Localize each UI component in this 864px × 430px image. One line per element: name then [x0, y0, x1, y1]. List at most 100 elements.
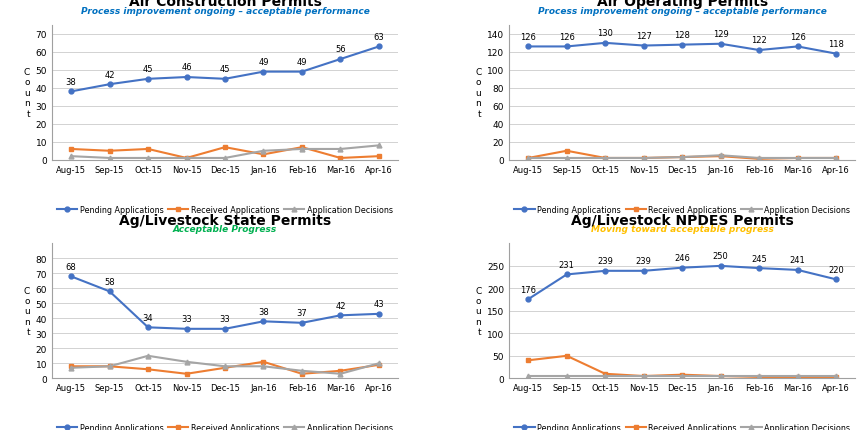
Text: 58: 58 — [105, 277, 115, 286]
Line: Received Applications: Received Applications — [68, 145, 381, 161]
Received Applications — [715, 154, 726, 160]
Received Applications — [181, 372, 192, 377]
Application Decisions — [105, 364, 115, 369]
Text: 45: 45 — [143, 65, 153, 74]
Application Decisions — [754, 156, 765, 161]
Title: Ag/Livestock NPDES Permits: Ag/Livestock NPDES Permits — [571, 213, 793, 227]
Line: Pending Applications: Pending Applications — [526, 41, 839, 57]
Received Applications — [374, 362, 384, 368]
Pending Applications — [792, 45, 803, 50]
Application Decisions — [600, 156, 610, 161]
Text: 38: 38 — [66, 78, 76, 87]
Y-axis label: C
o
u
n
t: C o u n t — [475, 68, 481, 118]
Received Applications — [754, 157, 765, 162]
Text: 49: 49 — [258, 58, 269, 67]
Text: 46: 46 — [181, 63, 192, 72]
Pending Applications — [754, 266, 765, 271]
Title: Air Operating Permits: Air Operating Permits — [597, 0, 768, 9]
Pending Applications — [297, 320, 308, 326]
Received Applications — [219, 145, 230, 150]
Application Decisions — [792, 156, 803, 161]
Text: 38: 38 — [258, 307, 269, 316]
Received Applications — [638, 374, 649, 379]
Application Decisions — [335, 147, 346, 152]
Legend: Pending Applications, Received Applications, Application Decisions: Pending Applications, Received Applicati… — [511, 420, 854, 430]
Application Decisions — [638, 374, 649, 379]
Text: 127: 127 — [636, 32, 651, 41]
Application Decisions — [831, 374, 842, 379]
Pending Applications — [143, 325, 153, 330]
Application Decisions — [219, 156, 230, 161]
Text: 250: 250 — [713, 252, 728, 261]
Title: Ag/Livestock State Permits: Ag/Livestock State Permits — [119, 213, 331, 227]
Pending Applications — [600, 41, 610, 46]
Received Applications — [143, 367, 153, 372]
Received Applications — [562, 353, 572, 359]
Pending Applications — [562, 272, 572, 277]
Application Decisions — [562, 156, 572, 161]
Application Decisions — [715, 154, 726, 159]
Line: Pending Applications: Pending Applications — [68, 45, 381, 95]
Received Applications — [677, 372, 688, 378]
Application Decisions — [66, 154, 76, 160]
Line: Application Decisions: Application Decisions — [526, 154, 839, 161]
Text: 239: 239 — [636, 257, 651, 266]
Text: 126: 126 — [520, 33, 537, 42]
Text: 241: 241 — [790, 256, 805, 265]
Received Applications — [754, 375, 765, 380]
Pending Applications — [105, 83, 115, 88]
Pending Applications — [638, 269, 649, 274]
Application Decisions — [374, 361, 384, 366]
Received Applications — [297, 372, 308, 377]
Received Applications — [143, 147, 153, 152]
Application Decisions — [715, 374, 726, 379]
Text: Moving toward acceptable progress: Moving toward acceptable progress — [591, 225, 773, 234]
Text: 63: 63 — [373, 33, 384, 42]
Text: 43: 43 — [373, 300, 384, 309]
Application Decisions — [600, 374, 610, 379]
Y-axis label: C
o
u
n
t: C o u n t — [23, 68, 30, 118]
Application Decisions — [374, 144, 384, 149]
Pending Applications — [66, 89, 76, 95]
Application Decisions — [297, 147, 308, 152]
Text: 126: 126 — [559, 33, 575, 42]
Line: Application Decisions: Application Decisions — [68, 353, 381, 376]
Application Decisions — [143, 353, 153, 359]
Text: 246: 246 — [674, 254, 690, 262]
Received Applications — [792, 375, 803, 380]
Text: 239: 239 — [597, 257, 613, 266]
Text: Acceptable Progress: Acceptable Progress — [173, 225, 277, 234]
Received Applications — [258, 152, 269, 157]
Title: Air Construction Permits: Air Construction Permits — [129, 0, 321, 9]
Pending Applications — [600, 269, 610, 274]
Text: 176: 176 — [520, 285, 537, 294]
Received Applications — [523, 358, 533, 363]
Pending Applications — [181, 326, 192, 332]
Text: Process improvement ongoing – acceptable performance: Process improvement ongoing – acceptable… — [80, 7, 370, 16]
Application Decisions — [523, 374, 533, 379]
Text: 122: 122 — [752, 37, 767, 46]
Pending Applications — [374, 311, 384, 316]
Received Applications — [181, 156, 192, 161]
Pending Applications — [335, 313, 346, 318]
Pending Applications — [523, 45, 533, 50]
Application Decisions — [754, 374, 765, 379]
Pending Applications — [754, 48, 765, 53]
Application Decisions — [143, 156, 153, 161]
Text: 56: 56 — [335, 46, 346, 54]
Line: Received Applications: Received Applications — [526, 353, 839, 380]
Line: Application Decisions: Application Decisions — [68, 144, 381, 161]
Pending Applications — [219, 326, 230, 332]
Line: Pending Applications: Pending Applications — [526, 264, 839, 302]
Text: 129: 129 — [713, 30, 728, 39]
Received Applications — [638, 156, 649, 161]
Application Decisions — [335, 372, 346, 377]
Application Decisions — [677, 374, 688, 379]
Pending Applications — [258, 319, 269, 324]
Y-axis label: C
o
u
n
t: C o u n t — [475, 286, 481, 336]
Text: 68: 68 — [66, 262, 76, 271]
Legend: Pending Applications, Received Applications, Application Decisions: Pending Applications, Received Applicati… — [511, 202, 854, 218]
Text: 128: 128 — [674, 31, 690, 40]
Line: Received Applications: Received Applications — [526, 149, 839, 162]
Application Decisions — [831, 156, 842, 161]
